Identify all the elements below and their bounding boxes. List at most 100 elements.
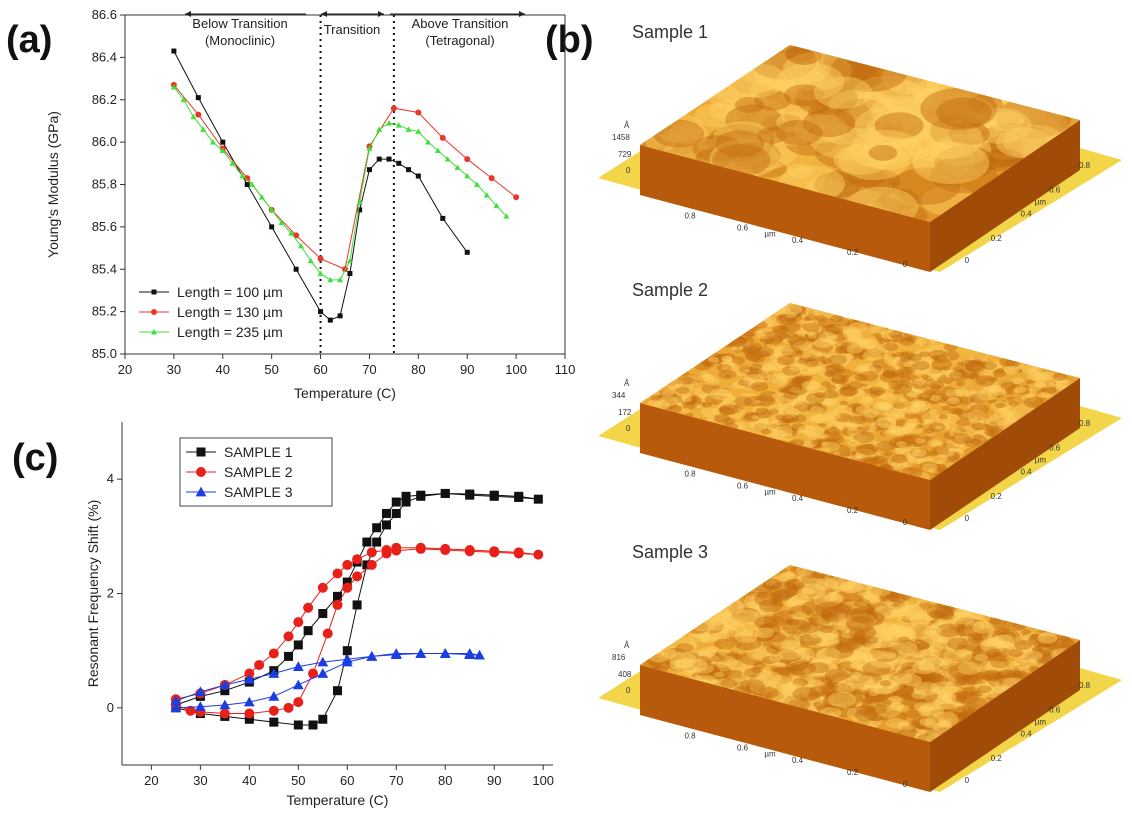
afm-grain [891,334,905,343]
afm-z-label: 816 [612,653,626,662]
afm-grain [778,415,793,424]
marker [317,270,324,276]
afm-grain [807,679,825,690]
marker [376,156,382,162]
afm-grain [995,402,1005,409]
afm-grain [872,358,890,369]
afm-grain [814,171,862,198]
marker [293,266,299,272]
afm-grain [939,664,951,671]
afm-grain [833,341,846,349]
afm-grain [793,647,816,660]
afm-grain [799,587,813,595]
afm-grain [957,618,987,636]
afm-grain [991,674,1018,690]
afm-grain [886,428,897,435]
afm-z-label: 172 [618,408,632,417]
afm-grain [869,451,882,458]
afm-grain [680,398,695,407]
marker [180,96,187,103]
afm-grain [1008,402,1016,407]
afm-grain [948,122,991,146]
afm-grain [975,629,989,637]
afm-grain [1026,371,1045,381]
afm-grain [673,379,682,385]
afm-grain [966,362,979,370]
afm-grain [846,402,865,413]
afm-grain [815,697,835,709]
afm-grain [849,425,861,432]
afm-grain [930,354,940,361]
marker [317,656,329,667]
afm-grain [851,404,864,411]
afm-grain [951,691,972,703]
afm-grain [950,431,967,440]
afm-grain [982,644,1002,656]
afm-grain [764,342,774,348]
afm-grain [864,605,875,611]
afm-grain [795,392,815,403]
afm-grain [795,617,818,630]
afm-grain [827,88,896,126]
afm-grain [968,410,988,421]
afm-grain [693,403,704,409]
afm-grain [701,376,713,384]
afm-face [930,640,1080,792]
afm-grain [827,419,847,431]
afm-grain [1009,637,1025,646]
afm-grain [1013,640,1033,651]
afm-grain [743,395,764,407]
marker [219,699,231,710]
afm-grain [791,414,807,423]
afm-grain [712,672,730,682]
afm-grain [860,383,869,388]
marker [318,609,328,619]
afm-grain [1020,393,1037,402]
afm-grain [891,454,908,464]
afm-grain [751,675,768,686]
marker [337,313,343,319]
afm-grain [758,425,767,430]
afm-grain [889,603,902,610]
afm-grain [1019,644,1038,655]
afm-grain [693,663,714,675]
afm-grain [1022,364,1042,376]
afm-grain [871,646,900,663]
afm-grain [891,167,961,205]
afm-grain [807,310,816,315]
afm-grain [1029,633,1041,640]
afm-grain [737,379,750,387]
marker [303,626,313,636]
afm-grain [847,439,860,447]
y-tick-label: 85.2 [92,304,117,319]
afm-grain [825,679,840,688]
afm-grain [840,317,852,324]
afm-grain [716,353,728,360]
afm-grain [855,443,875,454]
afm-grain [714,653,743,669]
afm-grain [790,335,798,341]
afm-grain [940,350,960,361]
afm-grain [820,324,841,336]
afm-grain [734,635,762,651]
afm-grain [971,429,992,441]
afm-grain [993,675,1012,686]
afm-grain [900,639,914,647]
afm-grain [836,346,849,354]
afm-grain [806,687,828,700]
afm-grain [869,647,885,656]
afm-grain [754,346,775,358]
afm-grain [776,62,845,101]
marker [342,582,353,593]
afm-grain [911,661,936,675]
afm-grain [930,453,949,464]
afm-grain [663,647,687,661]
afm-z-label: 344 [612,391,626,400]
afm-grain [827,441,841,449]
afm-grain [737,602,760,615]
afm-grain [783,384,802,395]
afm-grain [915,438,926,444]
afm-grain [848,613,877,629]
afm-grain [932,686,946,694]
